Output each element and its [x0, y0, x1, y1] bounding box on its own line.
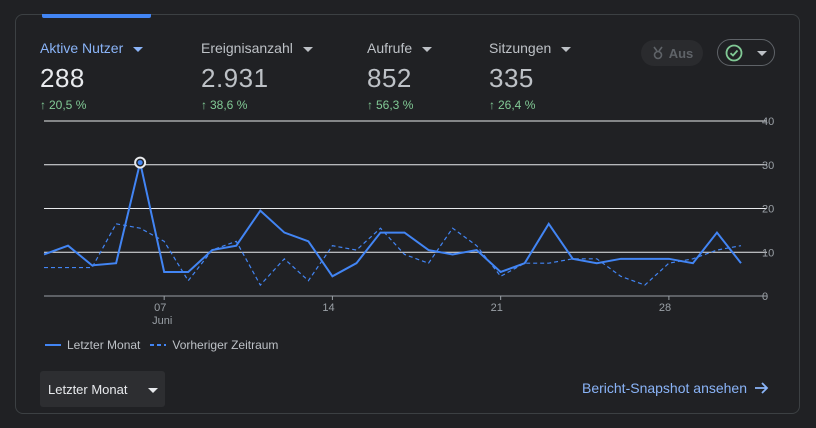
metric-label: Sitzungen — [489, 40, 572, 56]
metric-delta-text: 26,4 % — [498, 98, 536, 112]
date-range-value: Letzter Monat — [48, 381, 128, 397]
chevron-down-icon — [757, 51, 767, 56]
metric-value: 288 — [40, 63, 85, 93]
comparison-status-dropdown[interactable] — [717, 39, 775, 66]
metric-delta-text: 20,5 % — [49, 98, 87, 112]
arrow-up-icon: ↑ — [367, 98, 373, 112]
active-tab-indicator — [42, 14, 151, 18]
series-line-current — [43, 162, 742, 278]
highlight-point-core — [137, 160, 143, 166]
metric-value: 2.931 — [201, 63, 269, 93]
chevron-down-icon — [302, 46, 313, 52]
metric-label-text: Sitzungen — [489, 40, 552, 56]
x-tick-sublabel: Juni — [152, 315, 172, 327]
metric-label-text: Aufrufe — [367, 40, 413, 56]
view-report-snapshot-link[interactable]: Bericht-Snapshot ansehen — [582, 380, 769, 396]
y-tick-label: 40 — [762, 116, 774, 128]
metric-delta-text: 38,6 % — [210, 98, 248, 112]
metric-tab-views[interactable]: Aufrufe 852 ↑ 56,3 % — [367, 40, 433, 112]
y-tick-label: 20 — [762, 204, 774, 216]
arrow-up-icon: ↑ — [489, 98, 495, 112]
metric-value: 852 — [367, 63, 412, 93]
metric-value: 335 — [489, 63, 534, 93]
legend-item-current: Letzter Monat — [45, 338, 140, 352]
x-tick-label: 14 — [322, 302, 334, 314]
arrow-up-icon: ↑ — [201, 98, 207, 112]
metric-label: Aufrufe — [367, 40, 433, 56]
chevron-down-icon — [561, 46, 572, 52]
chart-legend: Letzter Monat Vorheriger Zeitraum — [45, 338, 278, 352]
metric-tab-active-users[interactable]: Aktive Nutzer 288 ↑ 20,5 % — [40, 40, 144, 112]
insights-toggle-label: Aus — [668, 45, 694, 61]
chevron-down-icon — [422, 46, 433, 52]
metric-delta: ↑ 20,5 % — [40, 98, 143, 112]
arrow-right-icon — [755, 382, 769, 394]
x-tick-label: 07 — [154, 302, 166, 314]
legend-label-previous: Vorheriger Zeitraum — [172, 338, 279, 352]
insights-toggle-chip[interactable]: Aus — [641, 40, 703, 66]
metric-tab-event-count[interactable]: Ereignisanzahl 2.931 ↑ 38,6 % — [201, 40, 313, 112]
analytics-card — [15, 14, 800, 414]
dashed-line-swatch — [150, 344, 167, 346]
metric-delta: ↑ 56,3 % — [367, 98, 432, 112]
solid-line-swatch — [45, 344, 61, 346]
y-tick-label: 10 — [762, 247, 774, 259]
chevron-down-icon — [147, 387, 158, 393]
metric-delta: ↑ 26,4 % — [489, 98, 571, 112]
x-tick-label: 28 — [659, 302, 671, 314]
arrow-up-icon: ↑ — [40, 98, 46, 112]
y-tick-label: 30 — [762, 160, 774, 172]
snapshot-link-label: Bericht-Snapshot ansehen — [582, 380, 747, 396]
legend-label-current: Letzter Monat — [67, 338, 141, 352]
y-tick-label: 0 — [762, 291, 768, 303]
metric-label: Ereignisanzahl — [201, 40, 313, 56]
metric-delta: ↑ 38,6 % — [201, 98, 313, 112]
legend-item-previous: Vorheriger Zeitraum — [150, 338, 278, 352]
x-tick-label: 21 — [491, 302, 503, 314]
metric-label: Aktive Nutzer — [40, 40, 144, 56]
metric-label-text: Ereignisanzahl — [201, 40, 293, 56]
date-range-select[interactable]: Letzter Monat — [40, 371, 165, 407]
metric-label-text: Aktive Nutzer — [40, 40, 124, 56]
check-circle-icon — [725, 44, 743, 61]
metric-delta-text: 56,3 % — [376, 98, 414, 112]
chevron-down-icon — [133, 46, 144, 52]
medal-icon — [653, 46, 663, 60]
metric-tab-sessions[interactable]: Sitzungen 335 ↑ 26,4 % — [489, 40, 572, 112]
